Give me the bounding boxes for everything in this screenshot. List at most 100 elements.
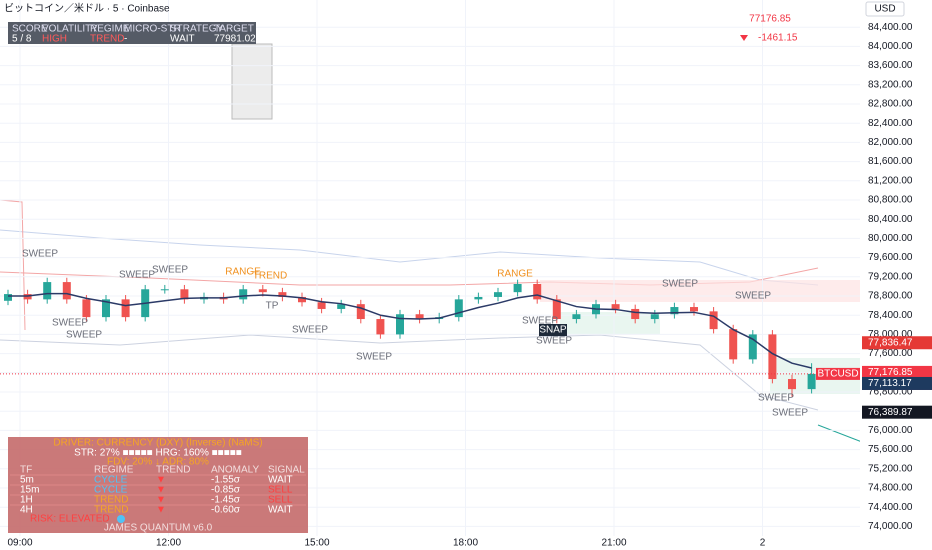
candle-body [160,289,169,291]
panel-cell: WAIT [268,505,293,516]
stats-header: STRATEGY [170,24,223,35]
annotation: RANGE [225,267,261,278]
panel-header: TF [20,465,32,476]
annotation: SWEEP [22,249,58,260]
y-tick-label: 83,600.00 [868,60,913,71]
panel-line: FDV: 20% ↓ ADR: 80% [107,457,209,468]
stats-cell: HIGH [42,34,67,45]
symbol-box [816,367,860,380]
y-tick-label: 84,400.00 [868,22,913,33]
y-tick-label: 82,000.00 [868,137,913,148]
panel-cell: ▼ [156,495,166,506]
annotation-box [539,324,567,336]
symbol-label: BTCUSD [817,369,858,380]
y-tick-label: 83,200.00 [868,79,913,90]
y-tick-label: 80,800.00 [868,195,913,206]
annotation: SWEEP [292,325,328,336]
candle-body [494,292,502,297]
annotation: SWEEP [356,352,392,363]
y-tick-label: 84,000.00 [868,41,913,52]
annotation: SWEEP [772,408,808,419]
currency: USD [874,4,895,15]
y-tick-label: 74,000.00 [868,521,913,532]
annotation: SNAP [539,325,567,336]
annotation: RANGE [497,269,533,280]
chart-title: ビットコイン／米ドル · 5 · Coinbase [4,2,170,15]
y-tick-label: 81,200.00 [868,175,913,186]
y-tick-label: 80,000.00 [868,233,913,244]
panel-header: REGIME [94,465,134,476]
panel-header: SIGNAL [268,465,305,476]
candle-body [709,311,718,330]
y-tick-label: 75,600.00 [868,444,913,455]
annotation: SWEEP [66,330,102,341]
annotation: SWEEP [52,318,88,329]
down-arrow [740,35,748,41]
panel-cell: -0.60σ [211,505,241,516]
candle-body [474,296,483,300]
x-tick-label: 12:00 [156,538,181,549]
panel-cell: 1H [20,495,33,506]
panel-icon [117,515,125,523]
candle-body [396,314,404,335]
panel-cell: -1.55σ [211,475,241,486]
stats-cell: - [124,34,127,45]
stats-header: VOLATILITY [42,24,98,35]
x-tick-label: 18:00 [453,538,478,549]
candle-body [807,373,816,390]
panel-cell: SELL [268,495,293,506]
moving-average [8,292,812,369]
candle-body [729,329,738,360]
panel-title: DRIVER: CURRENCY (DXY) (Inverse) (NaMS) [53,438,262,449]
candle-body [454,299,463,318]
candle-body [82,299,91,318]
candle-body [670,307,679,315]
candle-body [337,304,346,309]
panel-cell: 4H [20,505,33,516]
candle-body [415,314,424,320]
candle-body [121,299,130,318]
annotation: SWEEP [758,393,794,404]
price-label-box [862,405,932,419]
panel-cell: ▼ [156,485,166,496]
panel-cell: 5m [20,475,34,486]
panel-cell: TREND [94,495,128,506]
candle-body [788,379,796,390]
panel-cell: TREND [94,505,128,516]
price-label: 77,176.85 [868,367,913,378]
annotation: TP [266,301,279,312]
candle-body [356,304,365,320]
candle-body [650,314,659,320]
y-tick-label: 76,000.00 [868,425,913,436]
x-tick-label: 15:00 [304,538,329,549]
candle-body [239,289,248,300]
panel-cell: WAIT [268,475,293,486]
panel-header: ANOMALY [211,465,259,476]
stats-header: TARGET [214,24,254,35]
price-label-box [862,336,932,350]
stats-header: SCORE [12,24,48,35]
candle-body [690,307,698,312]
price-label: 76,389.87 [868,407,913,418]
panel-status: RISK: ELEVATED [30,514,110,525]
candle-body [180,289,189,300]
panel-cell: -1.45σ [211,495,241,506]
y-tick-label: 78,400.00 [868,310,913,321]
candle-body [258,289,267,293]
price-change: -1461.15 [758,33,798,44]
y-tick-label: 76,800.00 [868,387,913,398]
driver-panel: DRIVER: CURRENCY (DXY) (Inverse) (NaMS) S… [8,437,308,534]
panel-cell: -0.85σ [211,485,241,496]
candle-body [4,294,12,301]
y-tick-label: 79,600.00 [868,252,913,263]
y-tick-label: 82,800.00 [868,99,913,110]
candle-body [513,284,522,293]
candle-body [611,304,620,309]
candle-body [43,282,52,300]
shaded-box [231,43,273,120]
candle-body [376,319,385,335]
y-tick-label: 82,400.00 [868,118,913,129]
y-tick-label: 77,600.00 [868,348,913,359]
stats-bg [8,22,256,44]
